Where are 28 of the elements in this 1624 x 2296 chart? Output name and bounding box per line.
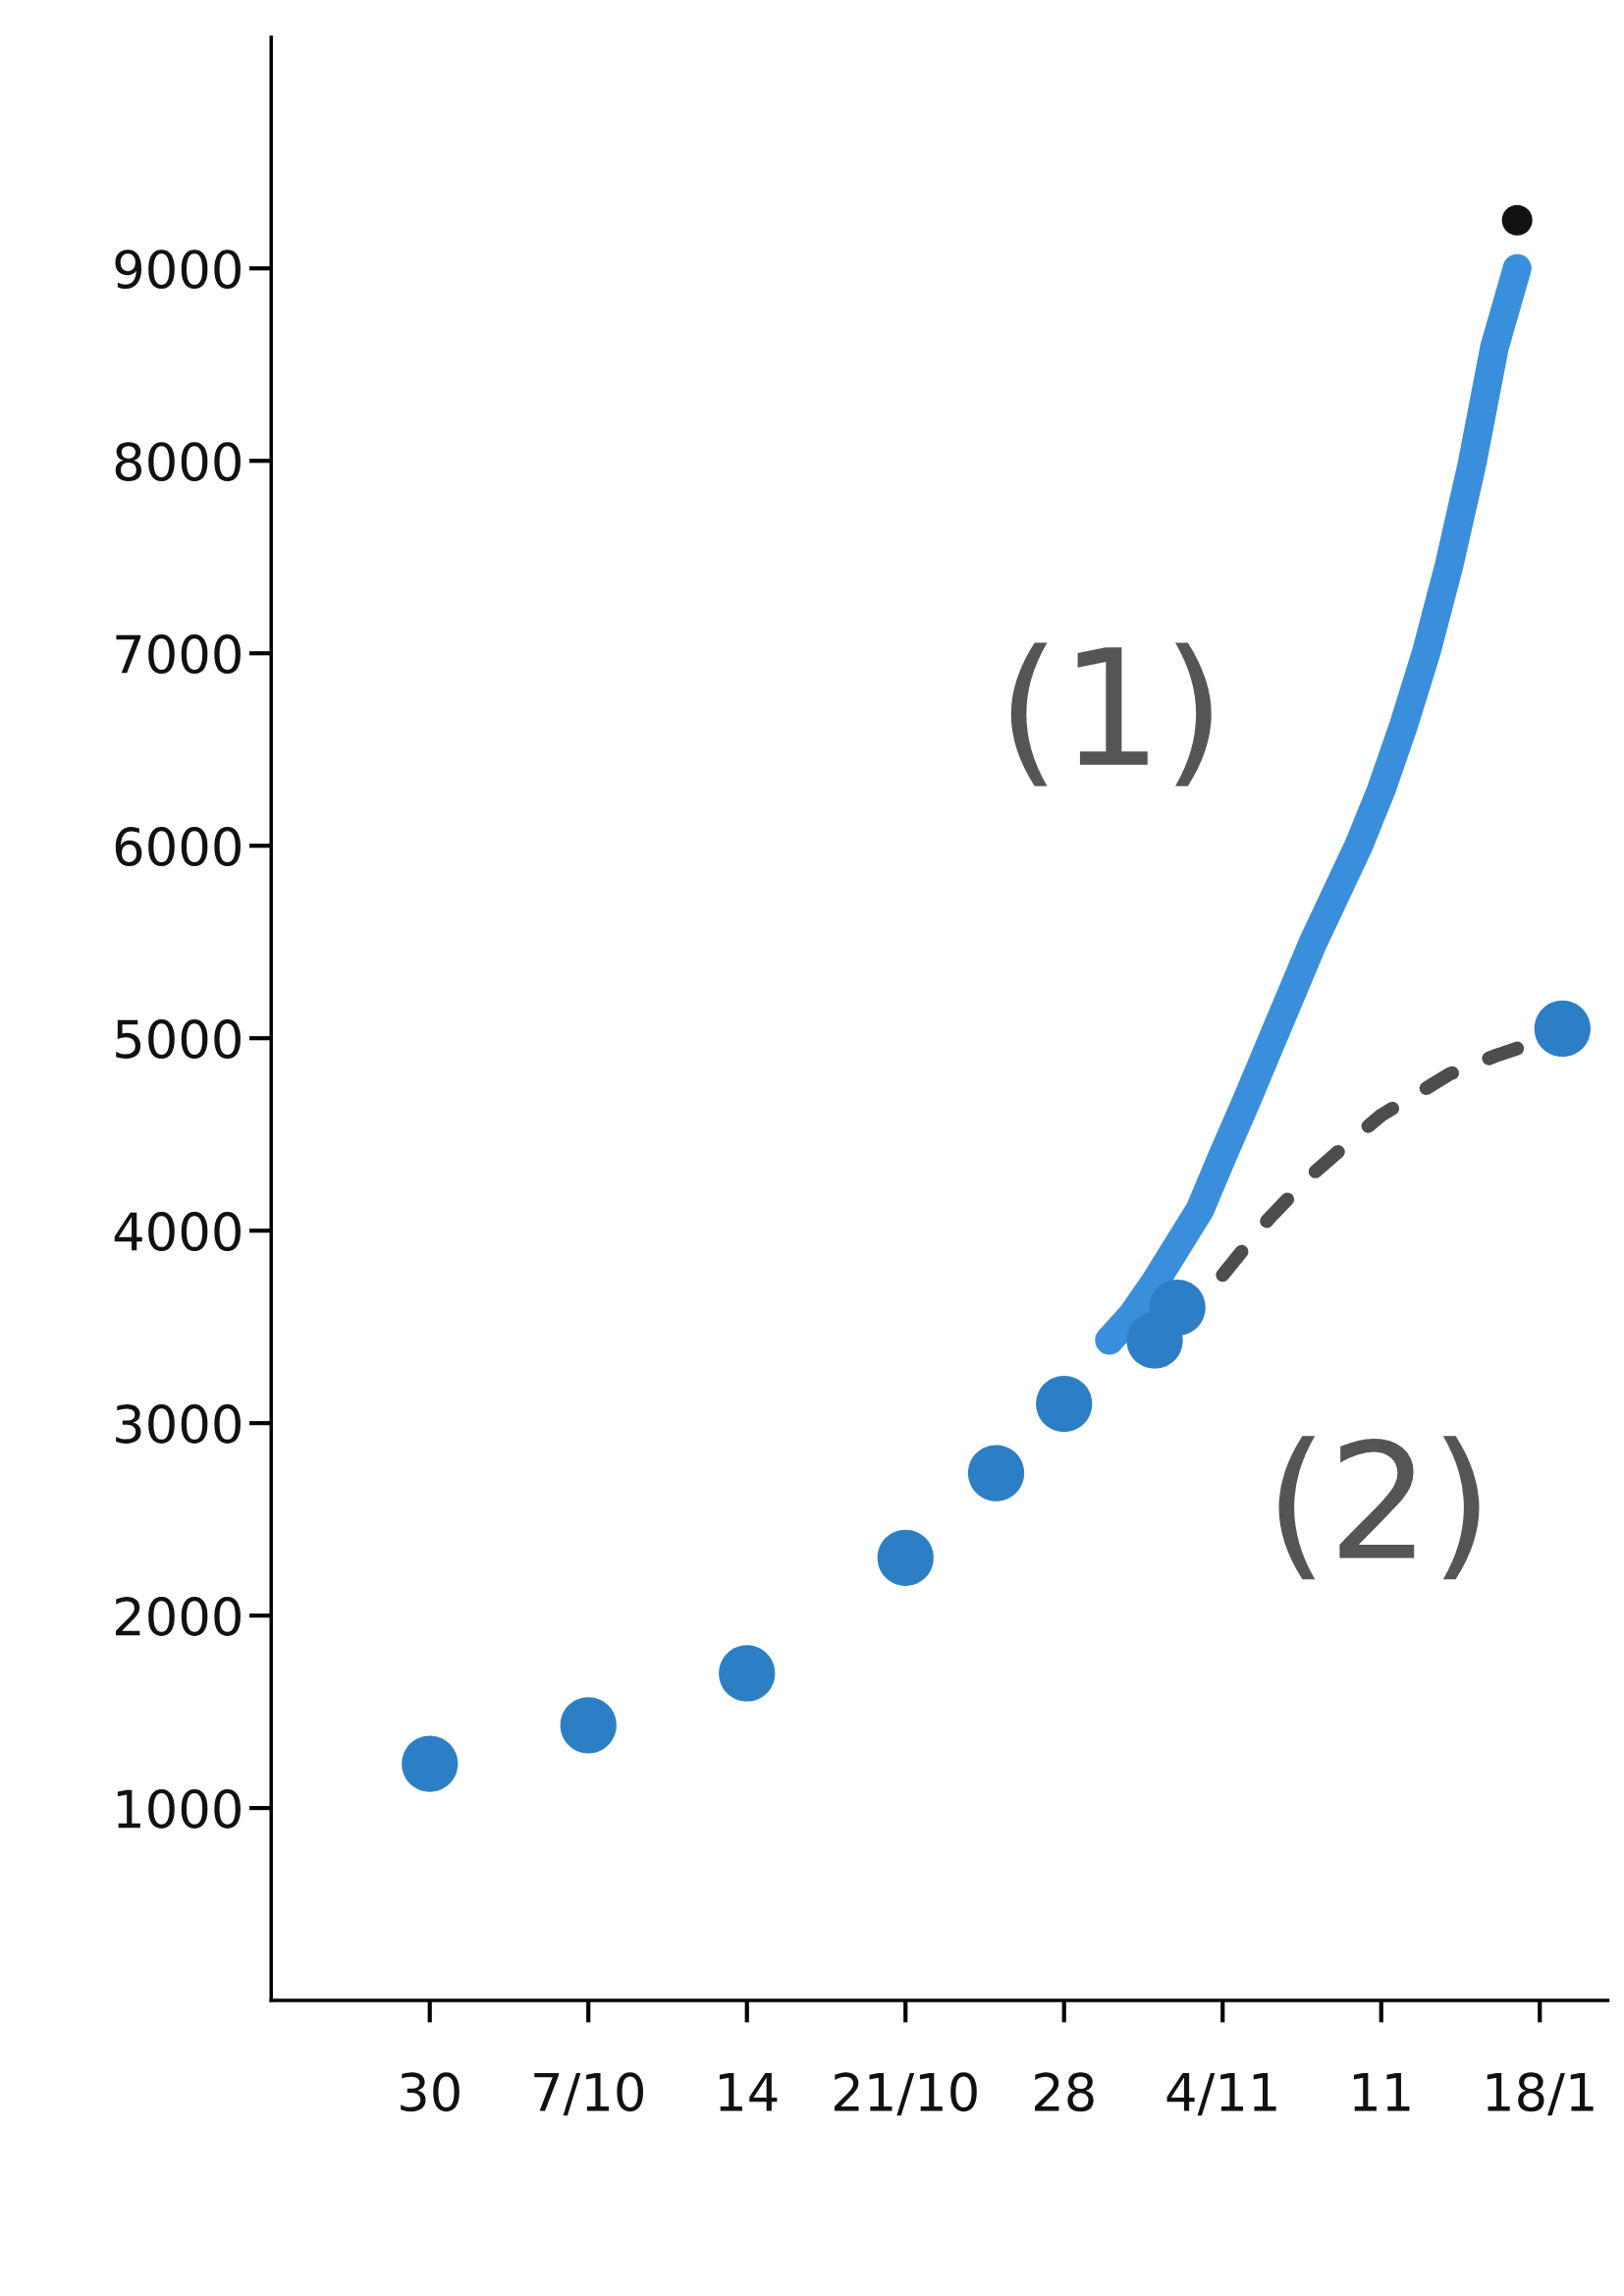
y-tick-label: 8000 [115, 442, 241, 482]
point [1036, 1375, 1093, 1433]
point [1534, 1000, 1591, 1058]
point [402, 1735, 459, 1792]
point [967, 1445, 1025, 1502]
y-tick-label: 2000 [115, 1597, 241, 1636]
y-tick-label: 7000 [116, 634, 241, 675]
y-tick-label: 9000 [115, 249, 241, 290]
x-tick-label: 28 [1035, 2072, 1094, 2112]
x-tick-label: 4/11 [1166, 2072, 1276, 2116]
x-tick-label: 21/10 [835, 2072, 977, 2116]
series-label: (2) [1278, 1436, 1480, 1580]
y-tick-label: 3000 [116, 1404, 241, 1444]
y-tick-label: 6000 [115, 827, 241, 867]
series-label: (1) [1010, 642, 1212, 787]
y-tick-label: 4000 [114, 1212, 241, 1251]
x-tick-label: 14 [719, 2072, 778, 2111]
point [1501, 204, 1533, 236]
x-tick-label: 11 [1353, 2072, 1410, 2111]
point [1149, 1279, 1206, 1337]
x-tick-label: 30 [401, 2072, 460, 2112]
y-tick-label: 1000 [117, 1789, 241, 1829]
y-tick-label: 5000 [116, 1019, 241, 1059]
x-tick-label: 7/10 [534, 2072, 643, 2116]
point [877, 1529, 934, 1586]
point [719, 1645, 776, 1702]
point [560, 1697, 617, 1754]
x-tick-label: 18/1 [1487, 2072, 1594, 2116]
